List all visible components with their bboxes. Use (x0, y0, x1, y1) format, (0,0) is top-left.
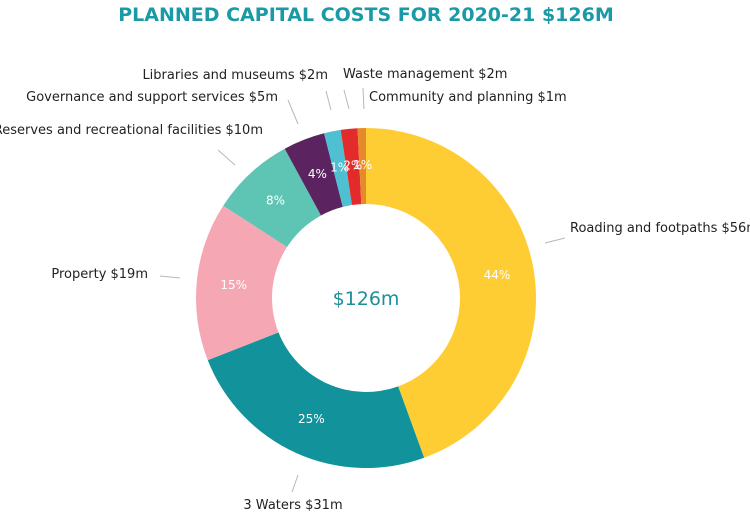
percent-labels-layer: 44%25%15%8%4% 1%2%1% (220, 158, 510, 426)
percent-label-governance: 4% (308, 167, 327, 181)
slice-libraries (324, 129, 352, 207)
percent-label-libraries: 1% (330, 161, 349, 175)
slice-label-reserves: Reserves and recreational facilities $10… (0, 123, 263, 138)
leader-line-libraries (325, 90, 332, 111)
slice-labels-layer: Roading and footpaths $56m 3 Waters $31m P… (0, 67, 750, 513)
slice-label-waste: Waste management $2m (343, 67, 507, 82)
leaders-layer (159, 87, 566, 493)
percent-label-community: 1% (353, 158, 372, 172)
leader-line-roading (544, 237, 566, 244)
slice-property (196, 205, 288, 361)
slice-waste (340, 128, 362, 206)
leader-line-property (159, 275, 181, 279)
leader-line-waste (343, 89, 350, 110)
leader-line-community (362, 87, 365, 110)
slice-governance (284, 133, 343, 216)
slice-label-libraries: Libraries and museums $2m (142, 68, 328, 83)
slice-roading (366, 128, 537, 458)
percent-label-property: 15% (220, 278, 247, 292)
center-total-label: $126m (333, 288, 400, 310)
slice-waters (207, 332, 425, 468)
leader-line-governance (287, 99, 299, 125)
slice-label-roading: Roading and footpaths $56m (570, 221, 750, 236)
slice-reserves (223, 148, 322, 248)
percent-label-waste: 2% (343, 159, 362, 173)
slice-label-community: Community and planning $1m (369, 90, 567, 105)
slices-layer (196, 128, 537, 468)
slice-label-waters: 3 Waters $31m (243, 498, 342, 513)
leader-line-reserves (217, 149, 236, 166)
slice-community (357, 128, 366, 205)
slice-label-property: Property $19m (51, 267, 148, 282)
percent-label-roading: 44% (484, 268, 511, 282)
percent-label-waters: 25% (298, 412, 325, 426)
slice-label-governance: Governance and support services $5m (26, 90, 278, 105)
percent-label-reserves: 8% (266, 194, 285, 208)
leader-line-waters (291, 474, 299, 493)
chart-title: PLANNED CAPITAL COSTS FOR 2020-21 $126M (118, 4, 613, 26)
